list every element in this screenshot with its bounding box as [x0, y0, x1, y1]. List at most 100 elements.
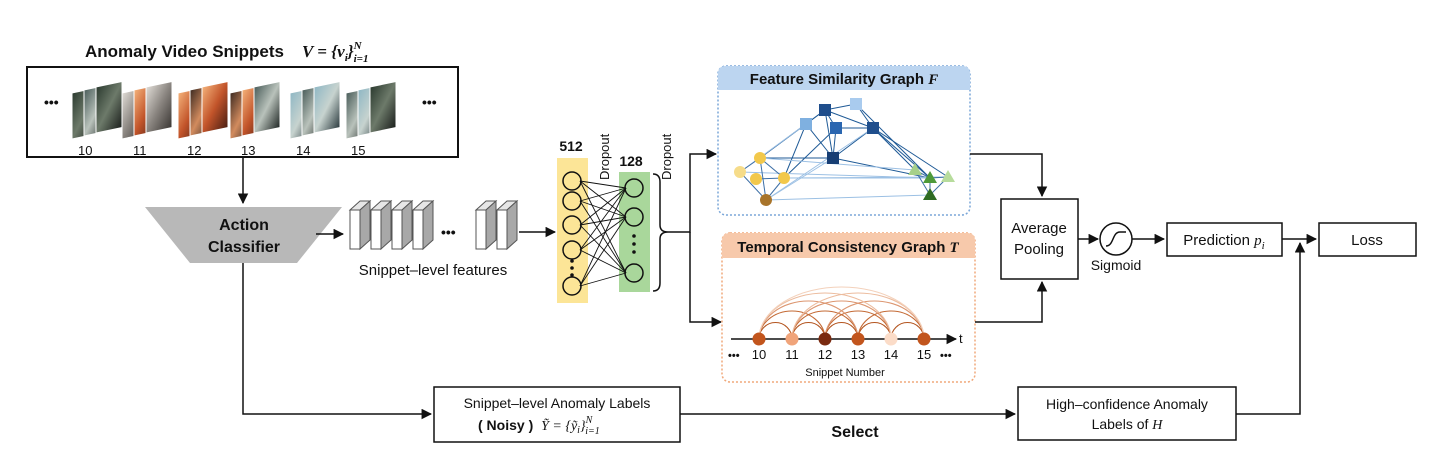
loss-label: Loss: [1351, 232, 1383, 249]
frame-number: 15: [351, 143, 365, 158]
neuron: [562, 215, 582, 235]
tcg-ellipsis-left: •••: [728, 350, 740, 362]
feature-block: [369, 199, 393, 251]
graph-node: [750, 173, 762, 185]
snippet-number: 11: [785, 347, 799, 362]
video-frame-numbers: 10 11 12 13 14 15: [78, 143, 365, 158]
graph-node: [917, 332, 931, 346]
neuron: [562, 171, 582, 191]
graph-node: [941, 170, 955, 182]
feature-block: [390, 199, 414, 251]
fsg-title: Feature Similarity Graph F: [750, 71, 938, 88]
layer-128-ellipsis: [632, 234, 636, 254]
graph-node: [884, 332, 898, 346]
sigmoid-label: Sigmoid: [1091, 257, 1142, 273]
arrow-tcg-to-pooling: [975, 280, 1048, 323]
arrow-fsg-to-pooling: [970, 153, 1048, 198]
noisy-labels-line-1: Snippet–level Anomaly Labels: [464, 395, 651, 411]
video-frames: [71, 80, 397, 140]
fsg-nodes: [734, 98, 955, 206]
neuron: [624, 263, 644, 283]
action-classifier-block: [145, 207, 342, 263]
tcg-ellipsis-right: •••: [940, 350, 952, 362]
graph-node: [923, 188, 937, 200]
video-snippets-title: Anomaly Video Snippets: [85, 42, 284, 61]
layer-512-neurons: [562, 171, 582, 296]
tcg-axis-t: t: [959, 331, 963, 346]
layer-128-size: 128: [619, 153, 643, 169]
fsg-header: [718, 66, 970, 90]
graph-node: [830, 122, 842, 134]
layer-512-background: [557, 158, 588, 303]
graph-node: [850, 98, 862, 110]
arrow-to-tcg: [689, 232, 723, 328]
average-pooling-box: [1000, 198, 1079, 280]
tcg-x-label: Snippet Number: [805, 367, 885, 379]
tcg-title: Temporal Consistency Graph T: [737, 239, 959, 256]
frame-number: 11: [133, 143, 147, 158]
snippet-number: 13: [851, 347, 865, 362]
snippet-number: 15: [917, 347, 931, 362]
output-brace: [652, 173, 669, 292]
neuron: [562, 276, 582, 296]
snippet-number: 10: [752, 347, 766, 362]
graph-node: [827, 152, 839, 164]
feature-block: [495, 199, 519, 251]
sigmoid-node: [1099, 222, 1133, 256]
dropout-label-1: Dropout: [597, 133, 612, 180]
graph-node: [819, 104, 831, 116]
average-pooling-label-2: Pooling: [1014, 241, 1064, 258]
dropout-label-2: Dropout: [659, 133, 674, 180]
frame-number: 10: [78, 143, 92, 158]
graph-node: [778, 172, 790, 184]
graph-node: [851, 332, 865, 346]
feature-block: [411, 199, 435, 251]
video-ellipsis-left: •••: [44, 94, 59, 110]
neuron: [562, 191, 582, 211]
layer-512-size: 512: [559, 138, 583, 154]
tcg-nodes: [752, 332, 931, 346]
frame-number: 13: [241, 143, 255, 158]
mlp-connections: [579, 180, 627, 287]
graph-node: [818, 332, 832, 346]
high-confidence-labels-box: [1017, 386, 1237, 441]
layer-128-neurons: [624, 178, 644, 283]
high-confidence-line-2: Labels of H: [1092, 416, 1164, 433]
frame-number: 14: [296, 143, 310, 158]
feature-block: [348, 199, 372, 251]
layer-512-ellipsis: [570, 259, 574, 277]
frame-number: 12: [187, 143, 201, 158]
arrow-high-confidence-to-loss: [1236, 241, 1306, 415]
tcg-header: [722, 233, 975, 258]
select-label: Select: [831, 424, 879, 441]
high-confidence-line-1: High–confidence Anomaly: [1046, 396, 1208, 412]
sigmoid-icon: [1105, 231, 1126, 247]
action-classifier-label-1: Action: [219, 217, 269, 234]
average-pooling-label-1: Average: [1011, 220, 1067, 237]
features-ellipsis: •••: [441, 224, 456, 240]
graph-node: [923, 171, 937, 183]
neuron: [562, 240, 582, 260]
neuron: [624, 207, 644, 227]
noisy-labels-line-2: ( Noisy ) Ỹ = {ỹi}N i=1: [478, 415, 600, 437]
noisy-labels-box: [433, 386, 681, 443]
snippet-number: 12: [818, 347, 832, 362]
graph-node: [760, 194, 772, 206]
arrow-to-fsg: [668, 148, 718, 233]
prediction-label: Prediction pi: [1183, 232, 1264, 252]
graph-node: [785, 332, 799, 346]
graph-node: [867, 122, 879, 134]
arrow-classifier-to-noisy-labels: [242, 263, 433, 420]
loss-box: [1318, 222, 1417, 257]
tcg-numbers: 10 11 12 13 14 15: [752, 347, 931, 362]
graph-node: [754, 152, 766, 164]
video-snippets-formula: V = {vi}N i=1: [302, 40, 368, 65]
feature-block: [474, 199, 498, 251]
action-classifier-label-2: Classifier: [208, 239, 280, 256]
graph-node: [800, 118, 812, 130]
neuron: [624, 178, 644, 198]
graph-node: [734, 166, 746, 178]
snippet-feature-blocks: [348, 199, 519, 251]
snippet-number: 14: [884, 347, 898, 362]
